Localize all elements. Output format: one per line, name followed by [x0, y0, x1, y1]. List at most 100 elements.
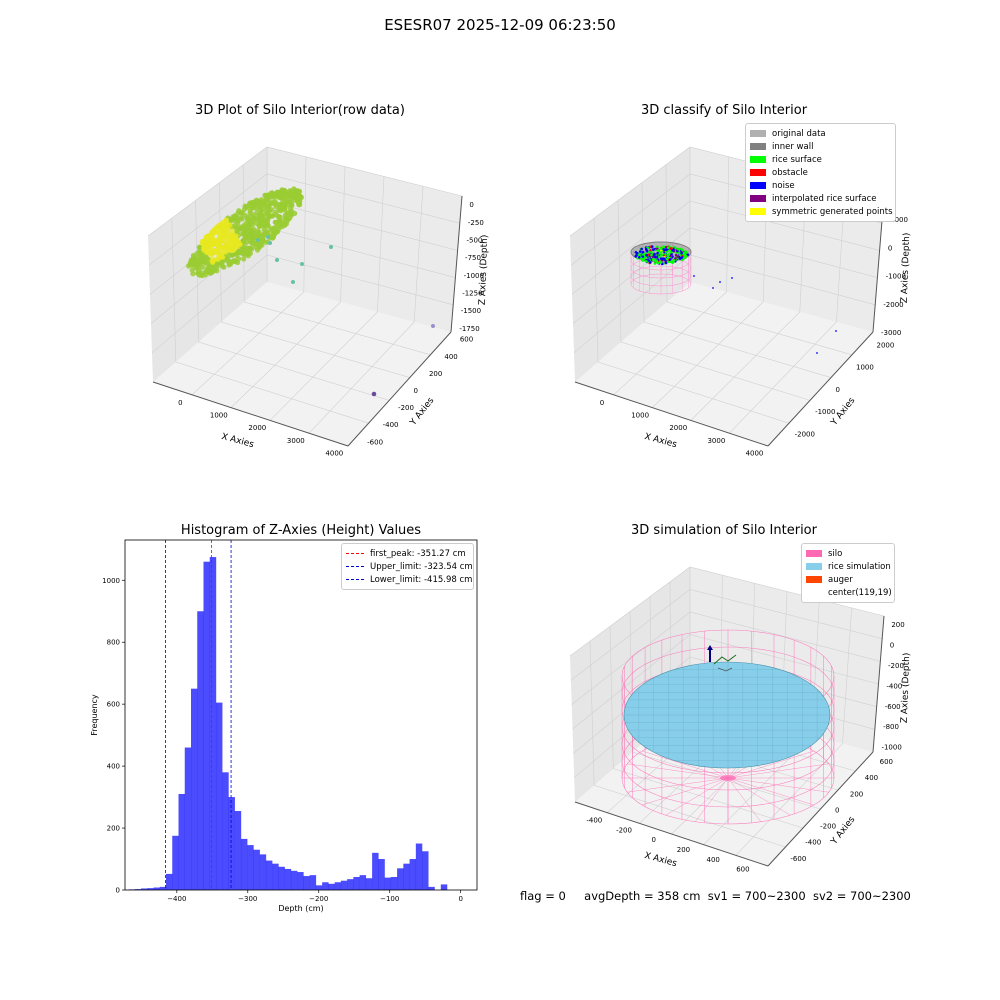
histogram-bar [166, 873, 173, 890]
class-point [649, 261, 652, 264]
class-point [651, 256, 655, 259]
legend-entry: center(119,19) [806, 586, 892, 599]
x-tick-label: 400 [707, 856, 720, 864]
outlier-point [371, 391, 377, 397]
class-point [674, 247, 677, 250]
z-tick-label: 1000 [890, 216, 908, 224]
outlier-point [275, 258, 279, 262]
data-point [234, 252, 240, 258]
noise-point [719, 281, 721, 283]
panel4-legend: silo rice simulation auger center(119,19) [801, 543, 895, 603]
status-sv2: sv2 = 700~2300 [812, 889, 911, 903]
class-point [666, 260, 670, 264]
outlier-point [266, 235, 270, 239]
x-tick-label: 600 [736, 866, 749, 874]
histogram-legend: first_peak: -351.27 cm Upper_limit: -323.… [341, 543, 474, 590]
silo-floor-spoke [665, 777, 729, 816]
y-tick-label: 600 [460, 336, 473, 344]
data-point [239, 216, 245, 222]
histogram-bar [440, 884, 448, 890]
histogram-bar [222, 772, 229, 890]
data-point [249, 205, 255, 211]
histogram-bar [384, 877, 392, 890]
class-point [647, 259, 650, 262]
class-point [651, 257, 655, 261]
x-axis-line [574, 381, 769, 447]
class-point [657, 261, 660, 265]
x-tick-label: 0 [652, 836, 656, 844]
silo-floor-spoke [727, 777, 791, 816]
legend-entry: noise [750, 179, 891, 192]
data-point [264, 229, 270, 235]
grid-line [593, 218, 790, 424]
x-tick-label: 2000 [248, 424, 266, 432]
y-axis-line [767, 331, 874, 447]
class-point [665, 257, 669, 261]
x-tick-label: 2000 [669, 424, 687, 432]
z-tick-label: 0 [890, 642, 894, 650]
legend-label: symmetric generated points [772, 206, 893, 217]
noise-point [835, 330, 837, 332]
histogram-bar [253, 849, 260, 890]
class-point [677, 248, 680, 251]
legend-label: interpolated rice surface [772, 193, 877, 204]
data-point [254, 231, 260, 237]
histogram-bar [309, 875, 317, 890]
histogram-bar [172, 835, 179, 890]
data-point [259, 240, 265, 246]
histogram-bar [247, 845, 254, 890]
z-tick-label: -1000 [881, 744, 901, 752]
panel2-points [630, 241, 837, 354]
rice-simulation-surface [623, 661, 831, 769]
class-point [680, 252, 683, 255]
data-point [248, 213, 254, 220]
class-point [638, 253, 642, 256]
legend-label: center(119,19) [828, 587, 892, 598]
legend-entry: rice simulation [806, 560, 891, 573]
class-point [660, 247, 663, 251]
x-tick-label: 0 [600, 399, 604, 407]
x-tick-label: 200 [677, 846, 690, 854]
legend-swatch [750, 156, 766, 163]
grid-line [269, 176, 385, 421]
data-point [257, 218, 263, 224]
class-point [640, 247, 643, 251]
legend-swatch [750, 169, 766, 176]
legend-entry: inner wall [750, 140, 891, 153]
y-tick-label: -200 [398, 404, 414, 412]
histogram-lines [165, 540, 232, 890]
x-tick-label: 4000 [325, 450, 343, 458]
panel1-zlabel: Z Axies (Depth) [478, 235, 490, 306]
histogram-bar [228, 797, 235, 890]
grid-line [617, 200, 811, 401]
histogram-bar [340, 880, 348, 890]
legend-swatch [806, 550, 822, 557]
data-point [270, 199, 276, 205]
histogram-bar [134, 889, 142, 890]
z-tick-label: -750 [465, 254, 481, 262]
data-point [254, 241, 260, 247]
data-point [246, 245, 252, 251]
legend-swatch [750, 130, 766, 137]
class-point [656, 249, 660, 252]
legend-entry: obstacle [750, 166, 891, 179]
y-tick-label: 400 [444, 353, 457, 361]
legend-swatch [806, 589, 822, 596]
data-point [230, 228, 236, 235]
grid-line [171, 218, 369, 424]
silo-floor-spoke [642, 750, 729, 779]
z-tick-label: 0 [469, 201, 473, 209]
silo-floor-spoke [727, 777, 814, 806]
z-tick-label: -1000 [464, 272, 484, 280]
histogram-bar [303, 876, 310, 890]
data-point [204, 269, 210, 275]
histogram-ylabel: Frequency [90, 694, 99, 736]
legend-label: noise [772, 180, 795, 191]
class-point [678, 257, 682, 260]
data-point [265, 209, 271, 215]
y-tick-label: 0 [836, 386, 840, 394]
panel1-title: 3D Plot of Silo Interior(row data) [195, 103, 405, 118]
x-tick-label: −300 [238, 895, 257, 903]
legend-swatch [806, 563, 822, 570]
data-point [278, 193, 284, 199]
